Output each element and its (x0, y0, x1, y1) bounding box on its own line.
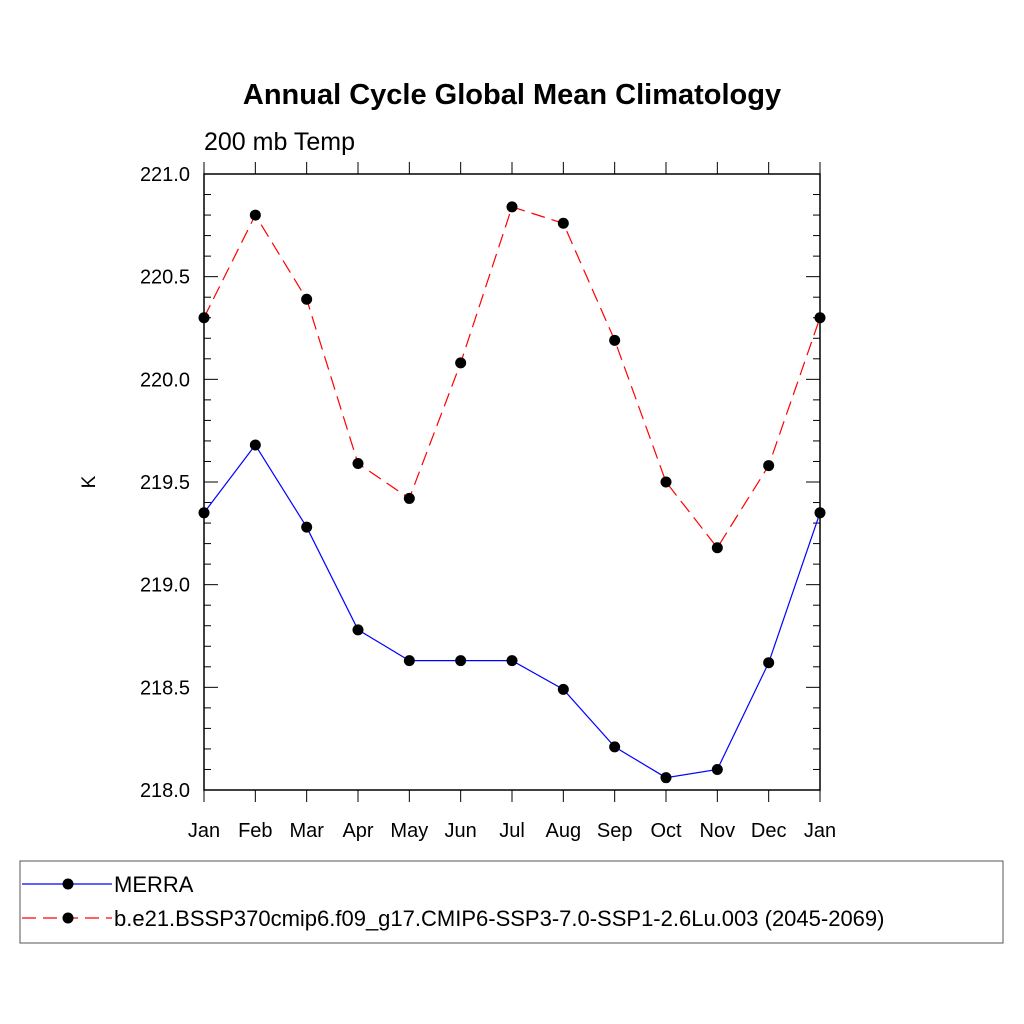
x-tick-label: Oct (650, 820, 682, 842)
x-tick-label: Jan (188, 820, 220, 842)
x-tick-label: Apr (342, 820, 373, 842)
data-point (403, 655, 415, 667)
tick-labels: 218.0 218.5 219.0 219.5 220.0 220.5 221.0 Jan Fe… (140, 164, 836, 842)
series-line (203, 443, 821, 779)
y-tick-label: 219.5 (140, 472, 190, 494)
data-point (763, 460, 775, 472)
x-tick-label: Sep (597, 820, 633, 842)
y-tick-label: 219.0 (140, 575, 190, 597)
series-line (203, 206, 821, 549)
legend-box (19, 860, 1004, 944)
chart-title: Annual Cycle Global Mean Climatology (243, 79, 781, 111)
data-point (506, 655, 518, 667)
x-tick-label: Feb (238, 820, 272, 842)
y-tick-label: 218.0 (140, 780, 190, 802)
x-tick-label: Mar (289, 820, 324, 842)
data-point (198, 312, 210, 324)
chart-subtitle: 200 mb Temp (204, 128, 355, 156)
data-point (763, 657, 775, 669)
legend: MERRA b.e21.BSSP370cmip6.f09_g17.CMIP6-SS… (19, 860, 1004, 944)
y-axis-label: K (79, 475, 100, 488)
legend-label: MERRA (114, 872, 194, 897)
data-point (506, 201, 518, 213)
data-point (455, 357, 467, 369)
data-point (198, 507, 210, 519)
plot-frame (203, 173, 821, 791)
data-point (352, 624, 364, 636)
data-point (557, 683, 569, 695)
data-point (814, 312, 826, 324)
legend-label: b.e21.BSSP370cmip6.f09_g17.CMIP6-SSP3-7.… (114, 906, 884, 931)
x-tick-label: Aug (546, 820, 582, 842)
data-point (352, 458, 364, 470)
x-tick-label: Dec (751, 820, 787, 842)
x-tick-label: Nov (700, 820, 736, 842)
y-tick-label: 220.5 (140, 267, 190, 289)
data-point (609, 334, 621, 346)
data-point (301, 521, 313, 533)
data-point (249, 439, 261, 451)
legend-marker (62, 912, 74, 924)
y-tick-label: 220.0 (140, 369, 190, 391)
legend-marker (62, 878, 74, 890)
x-tick-label: Jun (445, 820, 477, 842)
axis-ticks (203, 162, 821, 802)
x-tick-label: May (390, 820, 428, 842)
data-point (249, 209, 261, 221)
data-point (557, 217, 569, 229)
series-layer (198, 201, 826, 784)
legend-item: MERRA (22, 872, 194, 897)
data-point (455, 655, 467, 667)
y-tick-label: 218.5 (140, 677, 190, 699)
data-point (660, 476, 672, 488)
data-point (711, 542, 723, 554)
x-tick-label: Jan (804, 820, 836, 842)
legend-item: b.e21.BSSP370cmip6.f09_g17.CMIP6-SSP3-7.… (22, 906, 884, 931)
data-point (711, 763, 723, 775)
data-point (301, 293, 313, 305)
x-tick-label: Jul (499, 820, 525, 842)
data-point (609, 741, 621, 753)
y-tick-label: 221.0 (140, 164, 190, 186)
data-point (660, 772, 672, 784)
series-1 (198, 439, 826, 784)
data-point (403, 492, 415, 504)
series-2 (198, 201, 826, 554)
data-point (814, 507, 826, 519)
